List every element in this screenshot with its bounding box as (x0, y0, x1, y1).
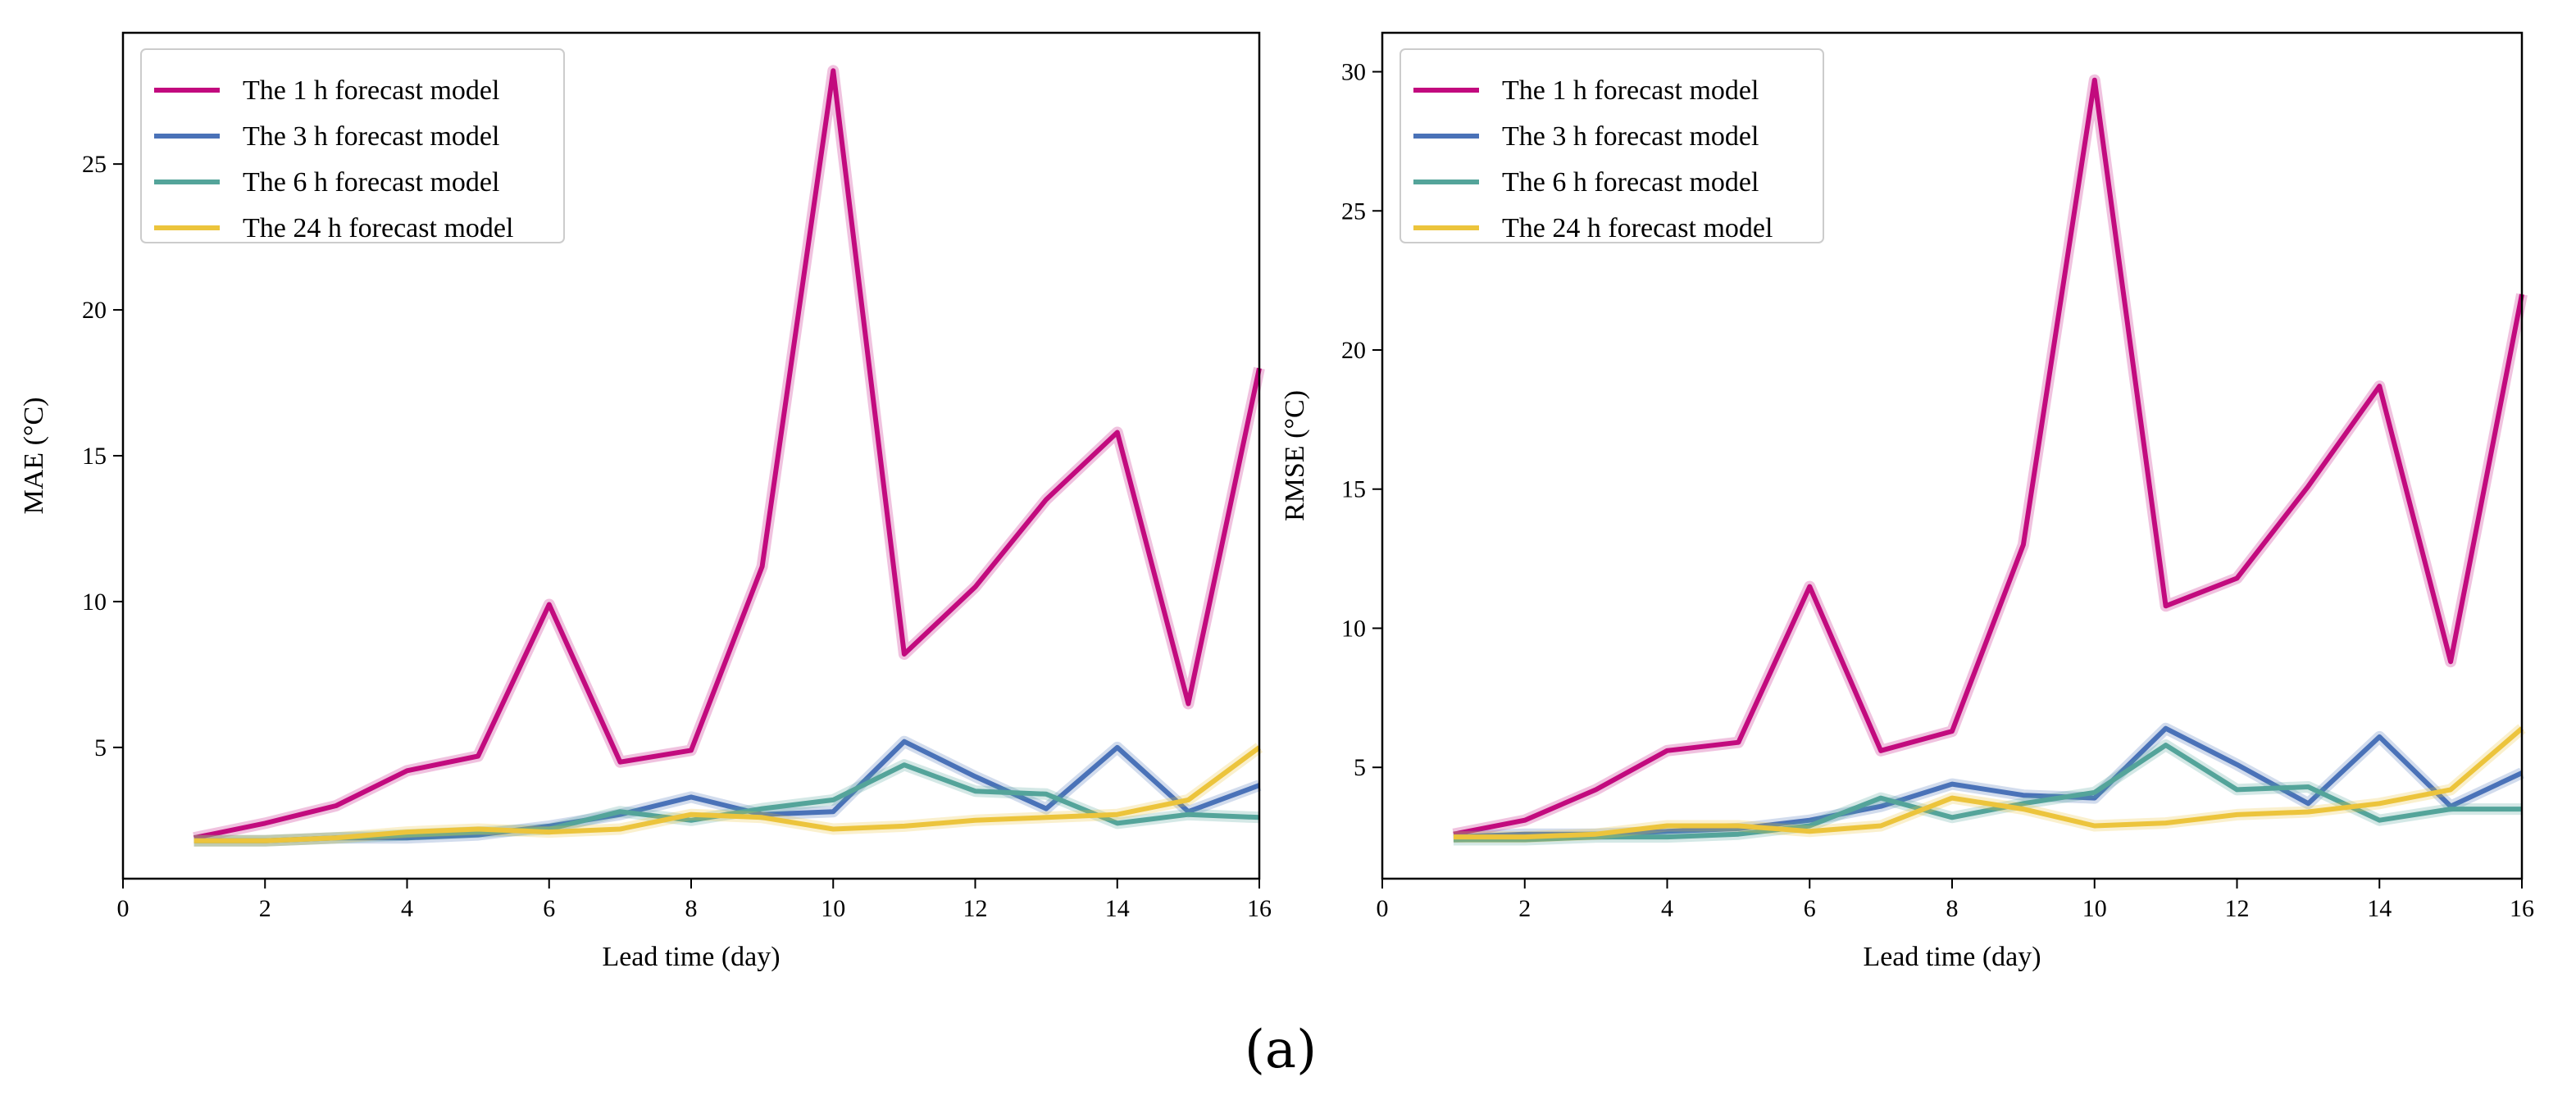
rmse-legend-box (1400, 48, 1824, 243)
rmse-x-tick-label: 10 (2082, 895, 2107, 922)
rmse-y-tick-label: 20 (1341, 337, 1366, 364)
rmse-legend-label-24h: The 24 h forecast model (1502, 213, 1773, 243)
mae-y-tick-label: 25 (82, 151, 107, 178)
rmse-series-line-6h (1453, 743, 2522, 843)
mae-y-axis-label: MAE (°C) (19, 398, 49, 515)
rmse-y-tick-label: 15 (1341, 476, 1366, 503)
rmse-x-tick-label: 4 (1661, 895, 1673, 922)
rmse-x-tick-label: 8 (1946, 895, 1959, 922)
rmse-x-tick-label: 16 (2510, 895, 2534, 922)
mae-x-tick-label: 6 (543, 895, 555, 922)
rmse-legend: The 1 h forecast model The 3 h forecast m… (1400, 48, 1824, 243)
mae-x-tick-label: 8 (685, 895, 698, 922)
mae-series-line-1h (193, 68, 1262, 841)
rmse-x-tick-label: 14 (2367, 895, 2392, 922)
rmse-y-tick-label: 10 (1341, 615, 1366, 642)
mae-y-tick-label: 5 (94, 734, 107, 761)
mae-legend-label-3h: The 3 h forecast model (243, 121, 499, 152)
mae-chart-panel: 0 2 4 6 8 10 12 14 16 5 10 15 20 25 Lead time (day) MAE… (19, 31, 1272, 972)
mae-legend-label-24h: The 24 h forecast model (243, 213, 513, 243)
mae-y-tick-label: 20 (82, 297, 107, 324)
mae-x-tick-label: 16 (1247, 895, 1272, 922)
rmse-legend-label-1h: The 1 h forecast model (1502, 75, 1759, 106)
rmse-y-tick-label: 5 (1354, 754, 1366, 781)
rmse-x-tick-label: 6 (1804, 895, 1816, 922)
mae-legend-label-6h: The 6 h forecast model (243, 167, 499, 198)
rmse-y-tick-label: 30 (1341, 59, 1366, 86)
mae-legend-box (140, 48, 565, 243)
rmse-x-tick-label: 0 (1377, 895, 1389, 922)
mae-x-axis-label: Lead time (day) (602, 942, 780, 972)
mae-x-tick-label: 12 (963, 895, 988, 922)
rmse-series-line-1h (1453, 77, 2524, 837)
mae-series-line-24h (193, 745, 1261, 843)
mae-x-tick-label: 0 (117, 895, 130, 922)
rmse-y-axis-label: RMSE (°C) (1280, 390, 1310, 521)
mae-legend: The 1 h forecast model The 3 h forecast m… (140, 48, 565, 243)
rmse-legend-label-6h: The 6 h forecast model (1502, 167, 1759, 198)
rmse-series-line-3h (1453, 725, 2524, 840)
mae-y-tick-label: 15 (82, 443, 107, 470)
mae-x-tick-label: 10 (821, 895, 845, 922)
rmse-x-axis-label: Lead time (day) (1863, 942, 2041, 972)
figure-caption: (a) (1245, 1020, 1317, 1080)
mae-legend-label-1h: The 1 h forecast model (243, 75, 499, 106)
mae-x-tick-label: 14 (1105, 895, 1130, 922)
mae-x-tick-label: 4 (401, 895, 413, 922)
rmse-x-tick-label: 12 (2225, 895, 2250, 922)
rmse-legend-label-3h: The 3 h forecast model (1502, 121, 1759, 152)
mae-x-tick-label: 2 (259, 895, 271, 922)
rmse-y-tick-label: 25 (1341, 198, 1366, 225)
mae-y-tick-label: 10 (82, 589, 107, 616)
rmse-chart-panel: 0 2 4 6 8 10 12 14 16 5 10 15 20 25 30 Lead time (day) R… (1280, 31, 2534, 972)
rmse-series-line-24h (1453, 726, 2524, 840)
rmse-x-tick-label: 2 (1518, 895, 1531, 922)
